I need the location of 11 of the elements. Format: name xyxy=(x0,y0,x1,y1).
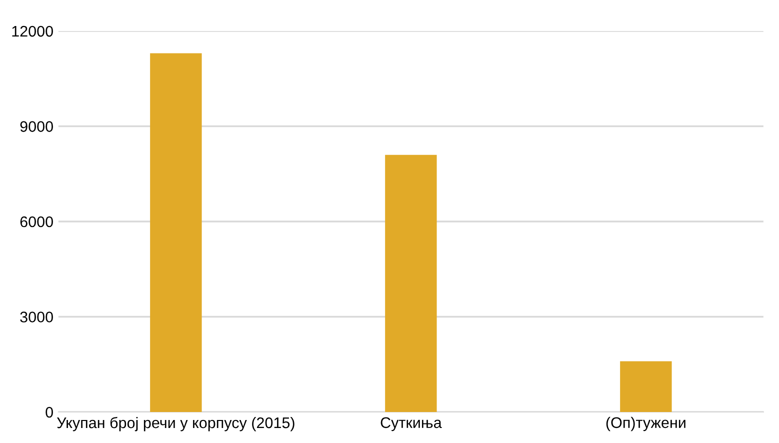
bar xyxy=(620,361,672,412)
x-tick-label: (Оп)тужени xyxy=(606,416,686,432)
y-tick-label: 3000 xyxy=(20,312,53,322)
bar xyxy=(150,53,202,412)
y-tick-label: 12000 xyxy=(12,26,53,37)
y-tick-label: 0 xyxy=(46,406,53,418)
y-tick-label: 6000 xyxy=(20,216,53,228)
x-tick-label: Укупан број речи у корпусу (2015) xyxy=(56,416,294,432)
x-tick-label: Суткиња xyxy=(380,417,442,432)
y-tick-label: 9000 xyxy=(20,121,53,132)
bar xyxy=(385,154,437,412)
